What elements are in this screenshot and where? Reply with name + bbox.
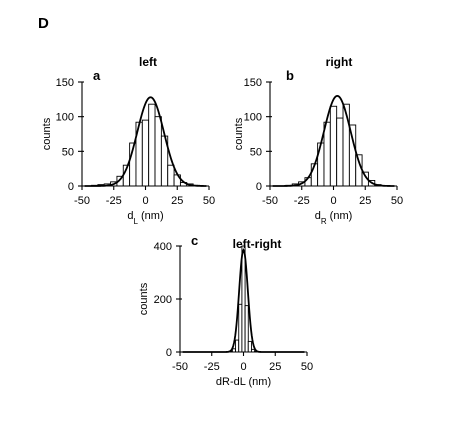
histogram-bar — [235, 339, 240, 353]
x-axis-label: dR-dL (nm) — [216, 376, 271, 388]
y-axis-label: counts — [41, 117, 53, 150]
histogram-bar — [154, 116, 162, 187]
y-tick-label: 0 — [68, 181, 74, 193]
histogram-bar — [244, 305, 249, 353]
y-tick-label: 200 — [154, 294, 172, 306]
y-tick-label: 0 — [166, 347, 172, 359]
y-tick-label: 0 — [256, 181, 262, 193]
x-tick-label: 0 — [240, 361, 246, 373]
histogram-bar — [348, 124, 357, 187]
x-tick-label: 0 — [142, 195, 148, 207]
x-tick-label: 25 — [359, 195, 371, 207]
x-tick-label: 50 — [391, 195, 403, 207]
x-tick-label: 25 — [171, 195, 183, 207]
x-tick-label: -25 — [294, 195, 310, 207]
figure-letter: D — [38, 15, 49, 32]
x-tick-label: -50 — [172, 361, 188, 373]
histogram-bar — [167, 164, 175, 187]
x-tick-label: -25 — [204, 361, 220, 373]
histogram-bar — [329, 105, 338, 187]
x-tick-label: -25 — [106, 195, 122, 207]
x-tick-label: 50 — [301, 361, 313, 373]
histogram-bar — [247, 340, 252, 353]
panel-letter: a — [93, 68, 101, 83]
y-axis-label: counts — [138, 282, 150, 315]
panel-title: left — [139, 55, 157, 69]
y-tick-label: 50 — [62, 146, 74, 158]
y-tick-label: 100 — [244, 112, 262, 124]
histogram-bar — [336, 117, 344, 187]
x-axis-label: dL (nm) — [127, 210, 163, 226]
histogram-bar — [241, 245, 246, 353]
panel-letter: c — [191, 233, 198, 248]
panel-letter: b — [286, 68, 294, 83]
panel-a: -50 -25 0 25 50 0 50 100 150 left a counts dL (nm) — [41, 55, 215, 226]
y-tick-label: 50 — [250, 146, 262, 158]
x-tick-label: -50 — [262, 195, 278, 207]
y-tick-label: 400 — [154, 241, 172, 253]
x-tick-label: -50 — [74, 195, 90, 207]
x-axis-label: dR (nm) — [315, 210, 353, 226]
x-tick-label: 25 — [269, 361, 281, 373]
histogram-bar — [148, 103, 156, 187]
panel-b: -50 -25 0 25 50 0 50 100 150 right b counts dR (nm) — [233, 55, 403, 226]
y-tick-label: 150 — [244, 77, 262, 89]
x-tick-label: 50 — [203, 195, 215, 207]
x-tick-label: 0 — [330, 195, 336, 207]
panel-title: left-right — [233, 237, 282, 251]
histogram-bar — [323, 121, 331, 187]
y-axis-label: counts — [233, 117, 245, 150]
histogram-bar — [238, 303, 243, 353]
panel-title: right — [326, 55, 353, 69]
histogram-bar — [141, 119, 150, 187]
y-tick-label: 150 — [56, 77, 74, 89]
panel-c: -50 -25 0 25 50 0 200 400 left-right c counts dR-dL… — [138, 233, 313, 388]
y-tick-label: 100 — [56, 112, 74, 124]
